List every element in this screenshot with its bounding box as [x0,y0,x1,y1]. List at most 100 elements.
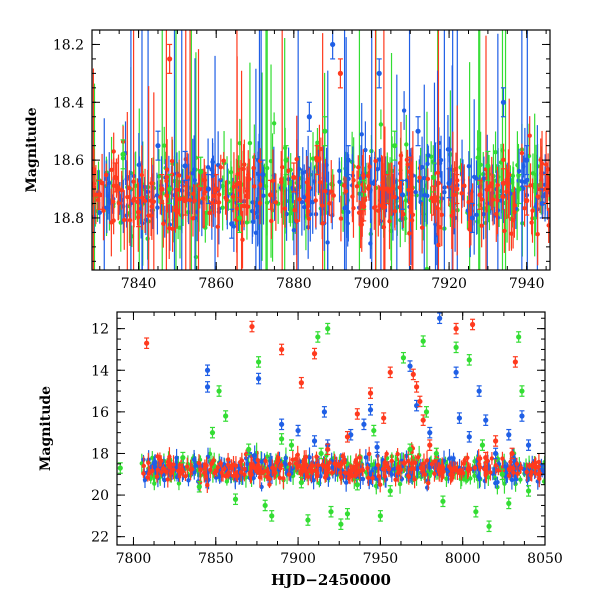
band-point [539,161,545,166]
band-point [109,167,114,172]
data-point-green [325,326,331,332]
band-point [338,216,344,221]
band-point [407,231,412,236]
y-tick-label: 18.2 [53,37,84,53]
x-tick-label: 7940 [509,276,545,292]
data-point-red [279,346,285,353]
band-point [460,470,466,476]
band-point [528,473,533,478]
band-point [415,465,420,471]
data-point-red [414,384,420,390]
y-tick-label: 20 [91,488,109,504]
data-point-blue [155,143,161,149]
band-point [271,469,277,474]
band-point [419,225,425,230]
data-point-green [499,471,505,477]
band-point [533,204,539,209]
data-point-green [506,500,512,506]
band-point [245,204,251,209]
band-point [506,473,512,478]
band-point [320,203,325,208]
band-point [418,465,424,471]
band-point [286,472,292,477]
band-point [263,458,268,464]
band-point [202,465,208,470]
band-point [384,451,389,456]
band-point [254,203,260,209]
band-point [176,173,182,178]
band-point [264,200,270,205]
band-point [207,210,212,216]
band-point [317,180,323,185]
band-point [481,171,486,177]
band-point [159,470,164,475]
band-point [157,457,163,462]
band-point [375,462,381,468]
band-point [209,461,214,467]
band-point [238,470,244,475]
band-point [231,184,237,189]
band-point [438,471,444,476]
top-panel: 7840 7860 7880 7900 7920 7940 18.2 18.4 18.6 18.8… [24,29,551,292]
band-point [292,207,297,213]
band-point [273,200,279,205]
data-point-green [180,455,186,461]
data-point-red [454,186,460,192]
y-tick-label: 16 [91,405,109,421]
band-point [373,483,379,489]
y-tick-label: 18.6 [53,153,84,169]
band-point [465,455,470,460]
band-point [343,480,349,485]
data-point-red [512,359,518,365]
band-point [459,191,464,196]
band-point [533,463,538,468]
band-point [438,157,444,163]
band-point [111,149,116,154]
band-point [247,176,252,182]
data-point-blue [415,128,421,134]
band-point [524,469,529,475]
data-point-green [516,186,522,192]
band-point [432,471,437,476]
band-point [205,482,210,488]
band-point [389,186,395,192]
data-point-blue [539,200,545,207]
band-point [398,467,404,473]
band-point [493,463,498,468]
data-point-green [525,488,532,494]
band-point [537,471,543,477]
data-point-green [387,488,393,494]
data-point-green [430,174,437,181]
data-point-red [367,390,374,396]
band-point [164,167,170,172]
band-point [284,211,289,217]
band-point [462,183,467,188]
band-point [290,187,296,192]
band-point [229,465,234,471]
plot-area [92,30,550,270]
band-point [514,476,519,482]
band-point [250,209,255,214]
data-point-red [384,186,390,192]
band-point [253,230,259,236]
band-point [119,188,124,193]
band-point [142,198,148,204]
band-point [320,462,325,468]
band-point [167,226,172,231]
band-point [535,232,540,237]
band-point [402,460,408,466]
band-point [177,196,182,202]
band-point [413,189,418,195]
data-point-red [97,192,103,198]
band-point [244,220,250,225]
x-tick-label: 7950 [363,551,399,567]
data-point-red [354,411,360,417]
band-point [346,176,351,182]
band-point [243,452,249,457]
data-point-blue [205,186,212,192]
band-point [271,121,277,126]
band-point [323,472,329,478]
data-point-green [338,521,344,527]
band-point [282,460,287,466]
band-point [342,460,347,465]
